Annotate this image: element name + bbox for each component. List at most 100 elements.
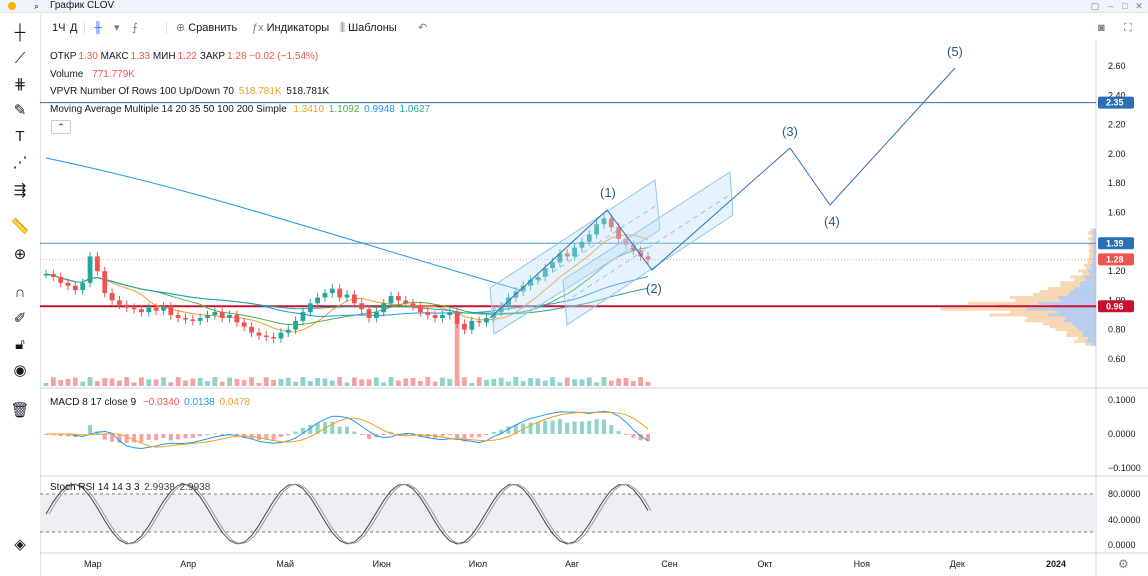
trend-line-icon[interactable]: ⟋	[14, 50, 26, 67]
volume-bar	[197, 378, 203, 386]
candle-body	[476, 320, 482, 323]
app-logo-icon	[8, 2, 16, 10]
macd-histogram-bar	[256, 434, 261, 440]
profile-bar-down	[1026, 307, 1096, 311]
macd-histogram-bar	[58, 434, 63, 436]
volume-bar	[564, 377, 570, 386]
open-label: ОТКР	[50, 51, 77, 62]
toolbar-divider	[84, 22, 85, 34]
volume-bar	[263, 377, 269, 386]
search-icon[interactable]: ⌕	[34, 1, 40, 11]
volume-legend[interactable]: Volume 771.779K	[50, 69, 135, 80]
collapse-legend-button[interactable]: ⌃	[51, 120, 71, 134]
templates-button[interactable]: ⫼ Шаблоны	[340, 16, 397, 40]
profile-bar-down	[1067, 292, 1096, 296]
volume-bar	[205, 381, 210, 386]
candle-body	[183, 317, 188, 320]
profile-bar-down	[1075, 325, 1096, 329]
macd-histogram-bar	[367, 434, 372, 440]
volume-bar	[300, 377, 306, 386]
indicators-button[interactable]: ƒx Индикаторы	[252, 16, 329, 40]
close-icon[interactable]: ✕	[1135, 1, 1143, 11]
price-tick-label: 2.20	[1108, 120, 1126, 130]
ruler-icon[interactable]: 📏	[10, 218, 30, 235]
elliott-wave-label: (3)	[782, 124, 798, 139]
volume-bar	[190, 378, 196, 386]
macd-histogram-bar	[616, 431, 621, 434]
undo-icon[interactable]: ↶	[418, 22, 428, 34]
time-tick-label: Сен	[661, 559, 678, 569]
magnet-icon[interactable]: ∩	[14, 284, 26, 301]
volume-bar	[315, 378, 321, 386]
volume-bar	[476, 377, 482, 386]
pattern-icon[interactable]: ⋰	[12, 154, 28, 171]
profile-bar-up	[1073, 278, 1087, 282]
profile-bar-down	[1080, 281, 1096, 285]
ma-legend[interactable]: Moving Average Multiple 14 20 35 50 100 …	[50, 104, 430, 115]
close-value: 1.28	[227, 51, 247, 62]
volume-bar	[241, 379, 247, 386]
text-tool-icon[interactable]: T	[15, 128, 25, 145]
stoch-legend[interactable]: Stoch RSI 14 14 3 3 2.9938 2.9938	[50, 482, 210, 493]
fullscreen-icon[interactable]: ⛶	[1124, 22, 1132, 34]
lock-icon[interactable]: 🔓︎	[15, 336, 25, 353]
interval-button[interactable]: 1Ч	[52, 22, 66, 34]
volume-bar	[418, 381, 423, 386]
camera-icon[interactable]: ◙	[1098, 22, 1105, 34]
candle-body	[425, 312, 431, 316]
prediction-icon[interactable]: ⇶	[13, 182, 27, 199]
vpvr-label: VPVR Number Of Rows 100 Up/Down 70	[50, 86, 234, 97]
chart-style-chevron-icon[interactable]: ▾	[114, 22, 120, 34]
compare-button[interactable]: ⊕ Сравнить	[176, 16, 237, 40]
fib-tool-icon[interactable]: ⋕	[13, 76, 27, 93]
vpvr-legend[interactable]: VPVR Number Of Rows 100 Up/Down 70 518.7…	[50, 86, 329, 97]
candle-body	[278, 332, 284, 339]
channel-midline	[491, 204, 658, 312]
profile-bar-down	[1077, 328, 1096, 332]
volume-bar	[506, 381, 511, 386]
macd-histogram-bar	[623, 434, 628, 435]
volume-bar	[373, 377, 379, 386]
volume-bar	[557, 382, 563, 386]
profile-bar-up	[1088, 243, 1093, 247]
open-in-window-icon[interactable]: ▢	[1090, 1, 1100, 11]
profile-bar-down	[1087, 336, 1096, 340]
maximize-icon[interactable]: □	[1122, 1, 1128, 11]
crosshair-icon[interactable]: ┼	[14, 24, 26, 41]
chart-type-letter[interactable]: Д	[70, 22, 78, 34]
candle-body	[630, 244, 636, 251]
macd-legend[interactable]: MACD 8 17 close 9 −0.0340 0.0138 0.0478	[50, 397, 250, 408]
macd-histogram-bar	[550, 420, 555, 434]
volume-bar	[131, 382, 137, 386]
candle-body	[351, 294, 357, 304]
candle-body	[447, 312, 453, 316]
candle-body	[410, 303, 416, 307]
profile-bar-down	[1091, 266, 1096, 270]
candle-body	[168, 306, 174, 316]
macd-value-1: −0.0340	[142, 397, 180, 408]
eye-icon[interactable]: ◉	[13, 362, 27, 379]
profile-bar-down	[1070, 290, 1096, 294]
open-value: 1.30	[78, 51, 98, 62]
candles-icon[interactable]: ╫	[94, 22, 102, 34]
volume-bar	[359, 379, 365, 386]
brush-icon[interactable]: ✎	[13, 102, 27, 119]
profile-bar-up	[1055, 328, 1078, 332]
macd-histogram-bar	[132, 434, 137, 443]
macd-histogram-bar	[638, 434, 643, 441]
zoom-in-icon[interactable]: ⊕	[13, 246, 27, 263]
ma-value-1: 1.3410	[293, 104, 325, 115]
lock-drawings-pencil-icon[interactable]: ✐	[13, 310, 27, 327]
area-chart-icon[interactable]: ⨍	[132, 22, 138, 34]
profile-bar-down	[1093, 228, 1096, 232]
macd-histogram-bar	[646, 434, 650, 442]
settings-gear-icon[interactable]: ⚙	[1118, 557, 1129, 571]
minimize-icon[interactable]: –	[1108, 1, 1114, 11]
trash-icon[interactable]: 🗑︎	[10, 402, 30, 419]
profile-bar-down	[1084, 275, 1096, 279]
profile-bar-down	[1092, 260, 1096, 264]
layers-icon[interactable]: ◈	[14, 536, 26, 553]
volume-bar	[153, 379, 159, 386]
macd-label: MACD 8 17 close 9	[50, 397, 137, 408]
